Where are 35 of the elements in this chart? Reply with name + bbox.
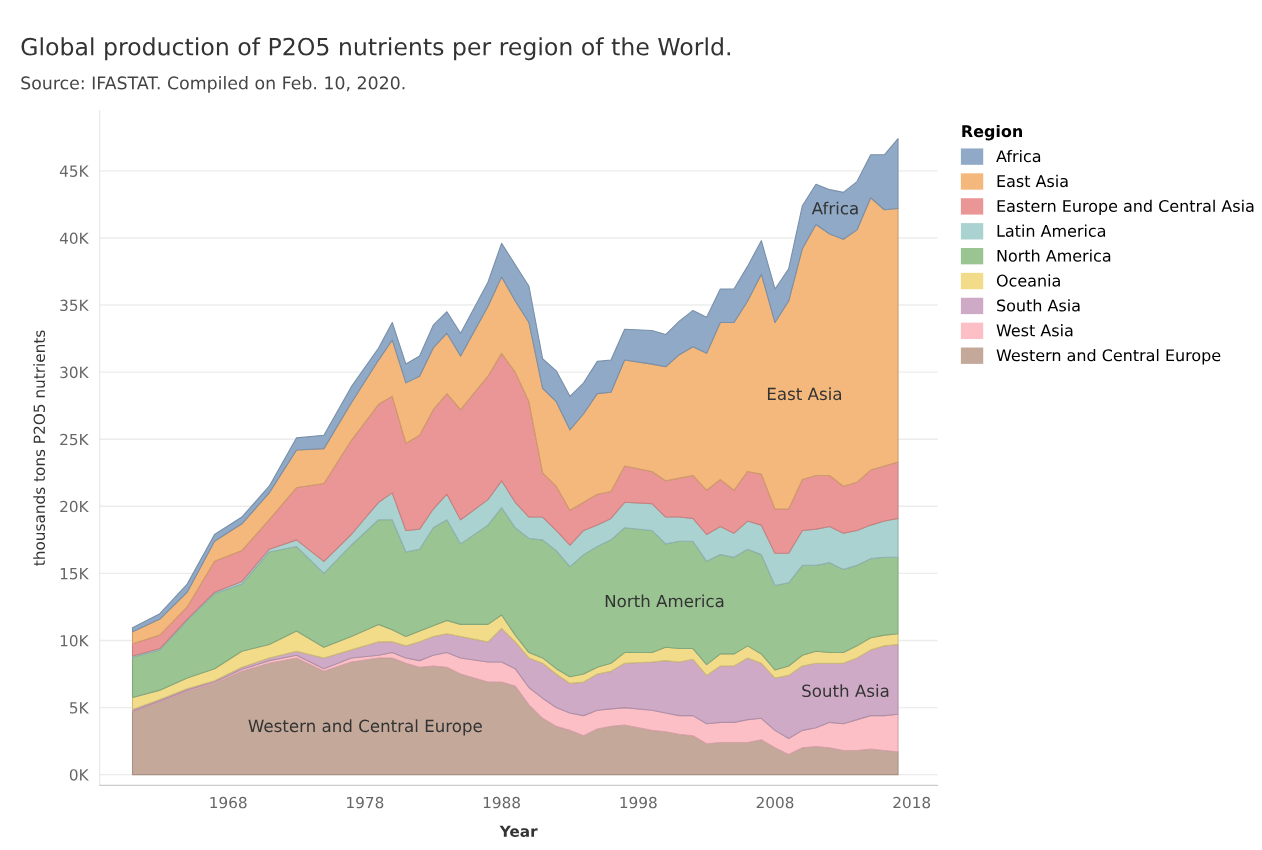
annotation: South Asia	[802, 684, 889, 698]
x-tick-label: 1998	[620, 796, 657, 809]
x-tick-label: 1978	[347, 796, 384, 809]
y-tick-label: 10K	[60, 634, 89, 647]
legend-label: Oceania	[996, 274, 1060, 287]
annotation: Africa	[811, 201, 858, 215]
annotation: Western and Central Europe	[248, 719, 482, 736]
annotation: North America	[605, 594, 724, 608]
x-tick-label: 2008	[756, 796, 794, 809]
legend-label: Eastern Europe and Central Asia	[997, 199, 1254, 216]
x-axis-title: Year	[499, 825, 538, 838]
y-tick-label: 40K	[59, 232, 89, 244]
legend-label: Africa	[996, 149, 1041, 163]
legend-label: Latin America	[997, 224, 1106, 237]
legend-label: South Asia	[997, 299, 1080, 312]
y-tick-label: 35K	[60, 299, 89, 312]
y-tick-label: 20K	[60, 500, 89, 513]
chart-title: Global production of P2O5 nutrients per region of the World.	[21, 37, 730, 61]
y-axis-title: thousands tons P2O5 nutrients	[33, 330, 46, 566]
chart-subtitle: Source: IFASTAT. Compiled on Feb. 10, 2020.	[21, 76, 405, 93]
y-tick-label: 25K	[60, 433, 89, 446]
y-tick-label: 15K	[60, 568, 89, 580]
legend-label: West Asia	[996, 324, 1073, 337]
y-tick-label: 30K	[60, 366, 89, 379]
x-tick-label: 1968	[210, 796, 247, 809]
x-tick-label: 2018	[893, 796, 931, 809]
legend-label: East Asia	[997, 174, 1068, 188]
legend-title: Region	[962, 124, 1023, 141]
y-tick-label: 45K	[59, 165, 89, 177]
y-tick-label: 0K	[69, 769, 89, 781]
x-tick-label: 1988	[483, 796, 520, 809]
y-tick-label: 5K	[70, 702, 89, 714]
legend-label: Western and Central Europe	[996, 348, 1221, 365]
annotation: East Asia	[767, 387, 842, 401]
legend-label: North America	[997, 249, 1111, 262]
